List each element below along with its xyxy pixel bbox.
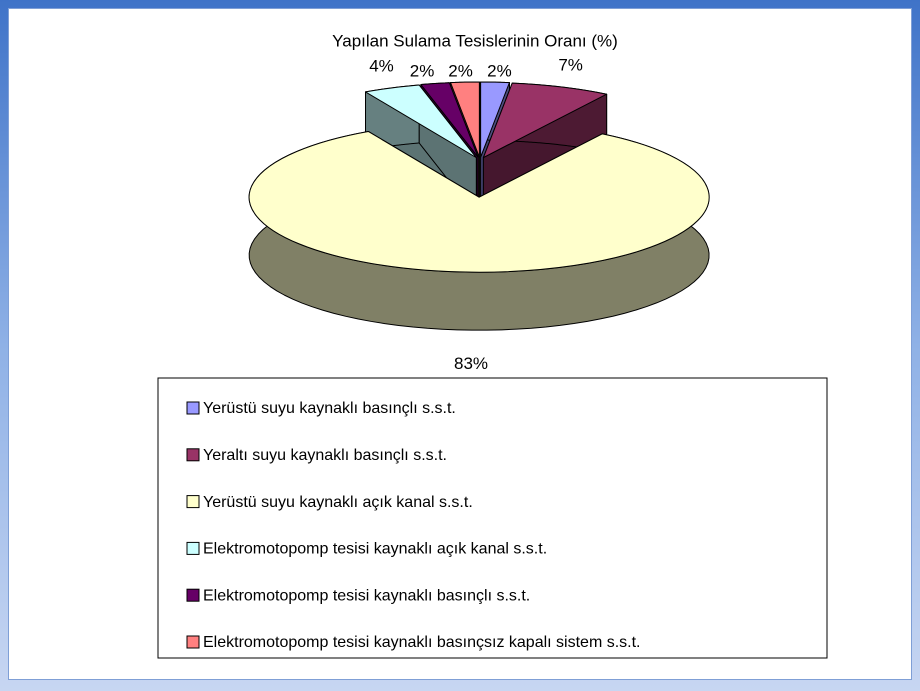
pie-slice <box>482 82 608 217</box>
legend-swatch <box>186 541 200 555</box>
legend-swatch <box>186 401 200 415</box>
legend-label: Elektromotopomp tesisi kaynaklı basınçlı… <box>203 587 530 604</box>
data-label: 2% <box>487 61 512 80</box>
slice-top <box>420 82 479 158</box>
legend-label: Yerüstü suyu kaynaklı açık kanal s.s.t. <box>203 494 473 511</box>
legend-box <box>157 377 828 659</box>
data-label: 2% <box>410 61 435 80</box>
data-label: 83% <box>454 354 488 373</box>
legend-label: Yeraltı suyu kaynaklı basınçlı s.s.t. <box>203 447 447 464</box>
slice-top <box>482 82 608 159</box>
slice-top <box>480 81 510 158</box>
data-label: 7% <box>558 55 583 74</box>
slice-top <box>248 130 710 273</box>
legend-swatch <box>186 495 200 509</box>
legend-label: Elektromotopomp tesisi kaynaklı basınçsı… <box>203 634 641 651</box>
slice-top <box>450 81 480 158</box>
chart-title: Yapılan Sulama Tesislerinin Oranı (%) <box>332 31 618 50</box>
legend-label: Yerüstü suyu kaynaklı basınçlı s.s.t. <box>203 400 456 417</box>
legend-swatch <box>186 448 200 462</box>
pie-slice <box>248 130 710 331</box>
slice-top <box>365 84 477 159</box>
legend-label: Elektromotopomp tesisi kaynaklı açık kan… <box>203 541 547 558</box>
data-label: 4% <box>369 56 394 75</box>
legend-swatch <box>186 588 200 602</box>
legend-swatch <box>186 635 200 649</box>
data-label: 2% <box>448 61 473 80</box>
